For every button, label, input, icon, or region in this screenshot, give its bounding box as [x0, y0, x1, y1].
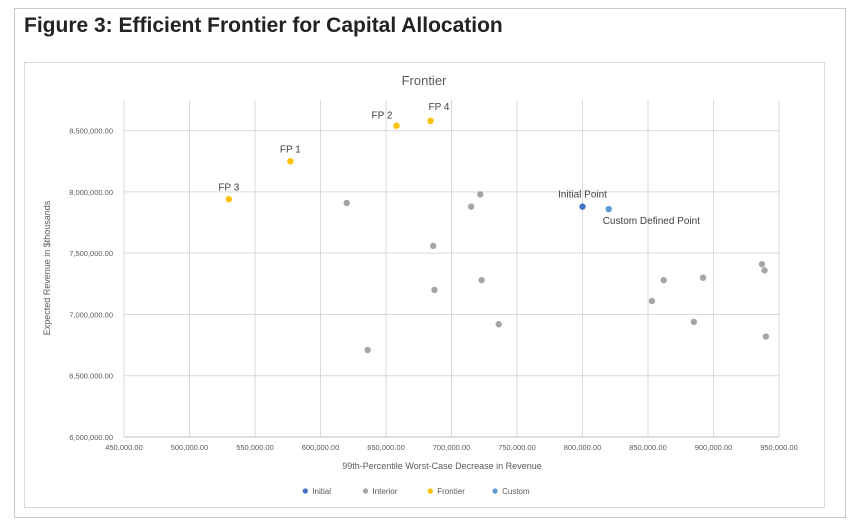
point-interior	[762, 333, 770, 340]
point-interior	[478, 276, 485, 284]
point-interior	[648, 297, 656, 305]
y-tick-label: 6,000,000.00	[69, 433, 113, 442]
legend-entry: Initial	[312, 487, 331, 496]
legend-marker	[302, 488, 308, 494]
legend-marker	[362, 488, 369, 494]
y-tick-label: 8,500,000.00	[69, 127, 113, 136]
point-label: FP 3	[218, 182, 239, 193]
point-interior	[429, 242, 437, 250]
x-tick-label: 600,000.00	[302, 443, 340, 452]
legend-entry: Custom	[502, 487, 530, 496]
legend-marker	[492, 488, 498, 494]
point-interior	[495, 321, 502, 328]
point-interior	[761, 267, 768, 274]
point-label: Custom Defined Point	[603, 216, 700, 227]
point-frontier	[225, 196, 232, 203]
y-tick-label: 8,000,000.00	[69, 188, 113, 197]
legend-entry: Interior	[373, 487, 398, 496]
point-interior	[758, 261, 766, 268]
chart-area	[24, 62, 825, 508]
x-tick-label: 650,000.00	[367, 443, 405, 452]
y-axis-ticks: 6,000,000.00 6,500,000.00 7,000,000.00 7,50…	[69, 127, 113, 442]
point-interior	[477, 191, 484, 198]
y-tick-label: 6,500,000.00	[69, 372, 113, 381]
chart-title: Frontier	[402, 73, 447, 88]
y-tick-label: 7,500,000.00	[69, 249, 113, 258]
legend-marker	[427, 488, 433, 494]
y-tick-label: 7,000,000.00	[69, 310, 113, 319]
x-tick-label: 900,000.00	[695, 443, 733, 452]
legend: Initial Interior Frontier Custom	[302, 487, 530, 496]
point-frontier	[287, 158, 294, 165]
point-initial	[579, 203, 586, 210]
x-axis-ticks: 450,000.00 500,000.00 550,000.00 600,000.00…	[105, 443, 798, 452]
point-interior	[343, 199, 350, 207]
point-interior	[431, 286, 438, 294]
point-label: FP 4	[429, 102, 450, 113]
data-points: Initial Point FP 3 FP 1 FP 2 FP 4 Custom Defi…	[218, 102, 770, 354]
legend-entry: Frontier	[437, 487, 465, 496]
point-label: FP 2	[372, 111, 393, 122]
x-axis-label: 99th-Percentile Worst-Case Decrease in R…	[342, 461, 541, 471]
point-custom	[605, 205, 612, 213]
point-label: Initial Point	[558, 190, 607, 201]
y-axis-label: Expected Revenue in $thousands	[42, 200, 52, 335]
x-tick-label: 800,000.00	[564, 443, 602, 452]
x-tick-label: 700,000.00	[433, 443, 471, 452]
point-interior	[699, 274, 707, 281]
x-tick-label: 500,000.00	[171, 443, 209, 452]
point-interior	[660, 276, 667, 284]
point-interior	[364, 346, 371, 354]
point-interior	[467, 203, 475, 210]
x-tick-label: 750,000.00	[498, 443, 536, 452]
point-interior	[690, 318, 698, 326]
figure-title: Figure 3: Efficient Frontier for Capital…	[24, 14, 503, 37]
gridlines	[123, 100, 780, 438]
x-tick-label: 450,000.00	[105, 443, 143, 452]
point-frontier	[393, 122, 400, 129]
point-frontier	[427, 117, 434, 125]
point-label: FP 1	[280, 144, 301, 155]
x-tick-label: 850,000.00	[629, 443, 667, 452]
x-tick-label: 950,000.00	[760, 443, 798, 452]
x-tick-label: 550,000.00	[236, 443, 274, 452]
